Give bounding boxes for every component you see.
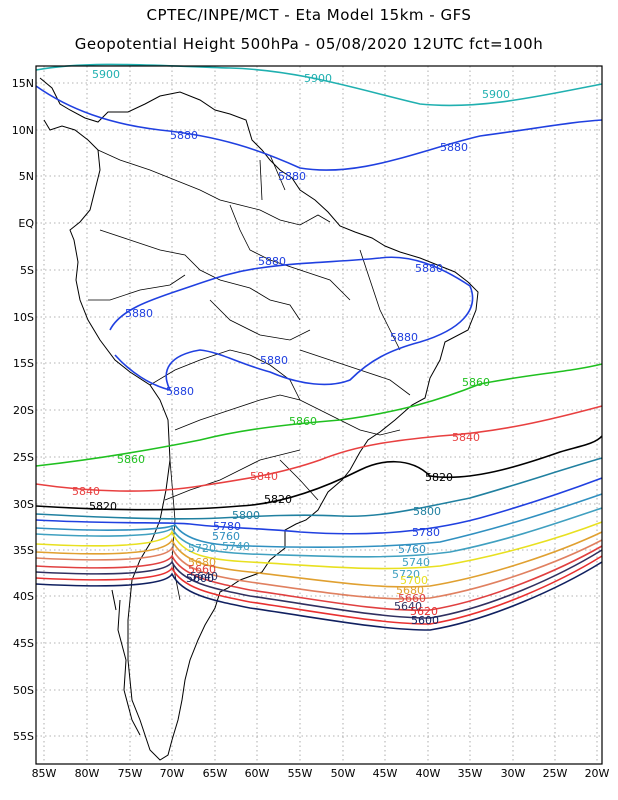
contour-label-5700: 5700 <box>400 574 428 587</box>
contour-5620 <box>35 555 603 625</box>
lon-label: 40W <box>415 767 441 780</box>
contour-label-5880: 5880 <box>260 354 288 367</box>
contour-label-5820: 5820 <box>425 471 453 484</box>
contour-label-5780: 5780 <box>213 520 241 533</box>
contour-label-5880: 5880 <box>170 129 198 142</box>
contour-label-5680: 5680 <box>188 556 216 569</box>
contour-5760 <box>35 493 603 548</box>
contour-label-5760: 5760 <box>398 543 426 556</box>
lon-label: 60W <box>244 767 270 780</box>
contour-label-5900: 5900 <box>304 72 332 85</box>
lon-label: 75W <box>117 767 143 780</box>
lat-label: 10N <box>11 124 34 137</box>
contour-label-5640: 5640 <box>394 600 422 613</box>
lon-label: 45W <box>372 767 398 780</box>
contour-label-5880: 5880 <box>440 141 468 154</box>
lon-label: 85W <box>31 767 57 780</box>
contour-label-5880: 5880 <box>415 262 443 275</box>
contour-label-5840: 5840 <box>452 431 480 444</box>
contour-5600 <box>35 561 603 631</box>
lon-label: 70W <box>159 767 185 780</box>
contour-label-5820: 5820 <box>264 493 292 506</box>
lon-label: 65W <box>202 767 228 780</box>
contour-label-5800: 5800 <box>232 509 260 522</box>
lat-label: 40S <box>13 590 34 603</box>
contour-label-5880: 5880 <box>166 385 194 398</box>
contour-label-5600: 5600 <box>186 572 214 585</box>
contour-5900 <box>35 63 603 107</box>
contour-label-5880: 5880 <box>125 307 153 320</box>
contour-label-5860: 5860 <box>462 376 490 389</box>
contour-labels: 5900 5900 5900 5880 5880 5880 5880 5880 … <box>72 68 510 627</box>
lon-label: 80W <box>74 767 100 780</box>
contour-label-5900: 5900 <box>482 88 510 101</box>
lat-label: 10S <box>13 311 34 324</box>
contour-5720 <box>35 521 603 570</box>
lon-label: 25W <box>542 767 568 780</box>
contour-label-5880: 5880 <box>390 331 418 344</box>
lon-label: 20W <box>584 767 610 780</box>
map-title: CPTEC/INPE/MCT - Eta Model 15km - GFS <box>146 6 472 24</box>
lon-label: 35W <box>457 767 483 780</box>
contour-label-5720: 5720 <box>392 568 420 581</box>
lon-label: 55W <box>287 767 313 780</box>
contour-5820 <box>35 435 603 511</box>
lat-label: 15N <box>11 77 34 90</box>
contour-label-5900: 5900 <box>92 68 120 81</box>
contour-5880-south <box>109 256 474 392</box>
contour-5640 <box>35 549 603 619</box>
contour-label-5640: 5640 <box>190 570 218 583</box>
lat-label: 45S <box>13 637 34 650</box>
lon-label: 30W <box>500 767 526 780</box>
lat-label: 15S <box>13 357 34 370</box>
lon-label: 50W <box>330 767 356 780</box>
contour-label-5620: 5620 <box>410 605 438 618</box>
lat-label: 55S <box>13 730 34 743</box>
contour-label-5720: 5720 <box>188 542 216 555</box>
contour-label-5660: 5660 <box>188 563 216 576</box>
contour-label-5780: 5780 <box>412 526 440 539</box>
contour-5740 <box>35 507 603 558</box>
contour-label-5860: 5860 <box>117 453 145 466</box>
lat-label: 20S <box>13 404 34 417</box>
contour-label-5740: 5740 <box>402 556 430 569</box>
contour-label-5600: 5600 <box>411 614 439 627</box>
contour-5700 <box>35 531 603 588</box>
contour-5860 <box>35 363 603 467</box>
lat-label: 35S <box>13 544 34 557</box>
contour-label-5820: 5820 <box>89 500 117 513</box>
contour-label-5860: 5860 <box>289 415 317 428</box>
contour-label-5680: 5680 <box>396 584 424 597</box>
contour-5840 <box>35 405 603 492</box>
contour-label-5800: 5800 <box>413 505 441 518</box>
lat-label: 30S <box>13 498 34 511</box>
contour-label-5880: 5880 <box>278 170 306 183</box>
map-subtitle: Geopotential Height 500hPa - 05/08/2020 … <box>74 35 544 53</box>
contour-label-5760: 5760 <box>212 530 240 543</box>
lat-label: 25S <box>13 451 34 464</box>
contour-label-5840: 5840 <box>250 470 278 483</box>
contour-5660 <box>35 545 603 612</box>
height-contours <box>35 63 603 631</box>
lat-label: 5N <box>18 170 34 183</box>
contour-5680 <box>35 539 603 600</box>
contour-5780 <box>35 477 603 535</box>
contour-5800 <box>35 457 603 520</box>
contour-label-5880: 5880 <box>258 255 286 268</box>
contour-label-5660: 5660 <box>398 592 426 605</box>
coastline <box>39 77 479 761</box>
contour-5880-north <box>35 85 603 171</box>
contour-label-5740: 5740 <box>222 540 250 553</box>
lat-label: 50S <box>13 684 34 697</box>
lat-label: 5S <box>20 264 34 277</box>
contour-label-5840: 5840 <box>72 485 100 498</box>
map-frame <box>35 65 603 765</box>
lat-label: EQ <box>18 217 34 230</box>
